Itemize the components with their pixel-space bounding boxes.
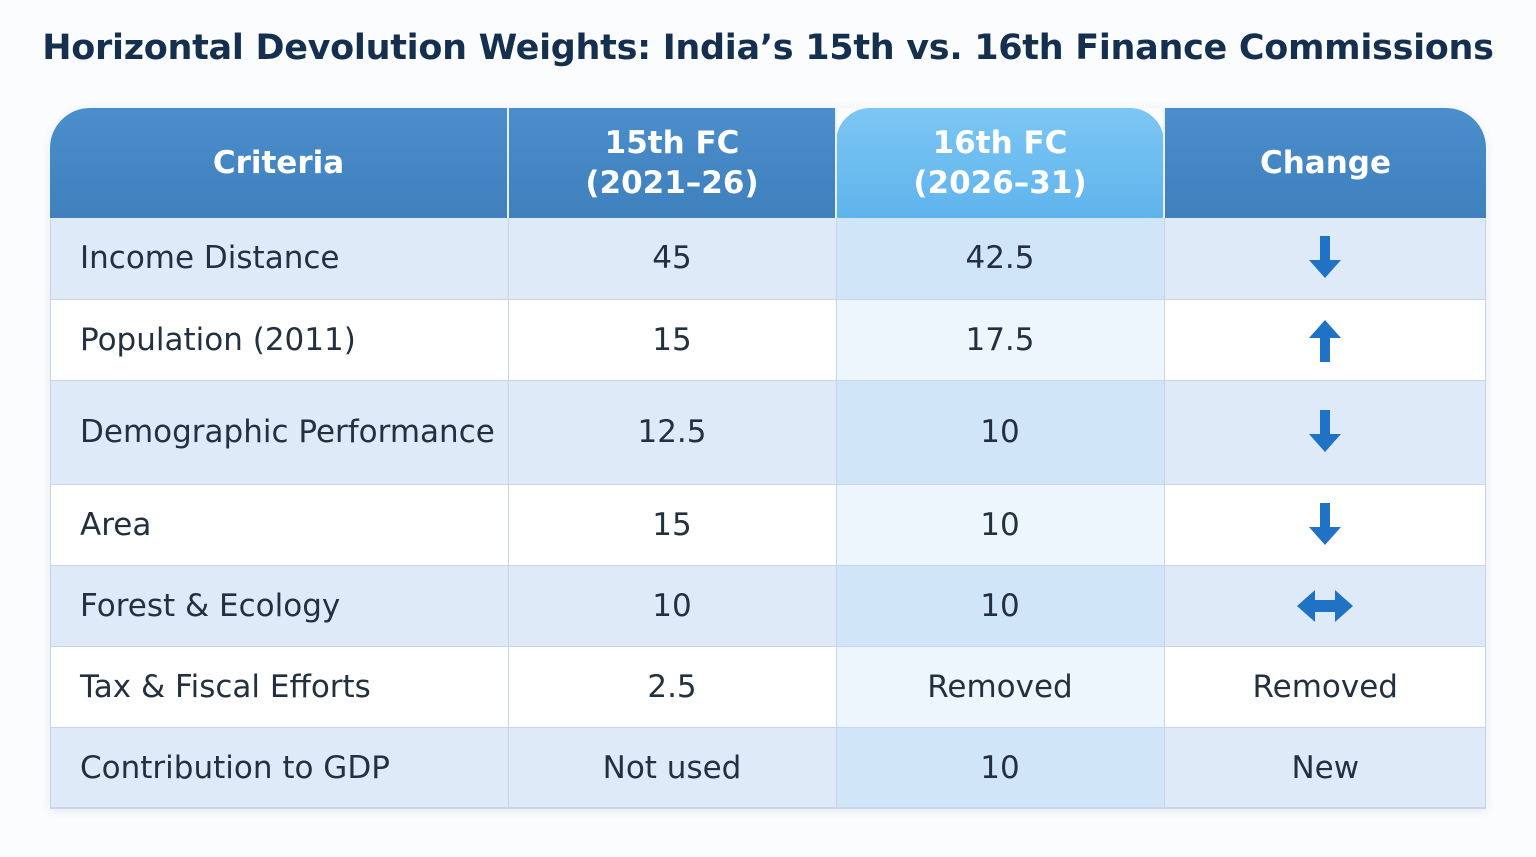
fc15-value-cell: Not used bbox=[508, 727, 837, 809]
header-16th-fc-period: (2026–31) bbox=[913, 165, 1087, 201]
arrow-up-icon bbox=[1309, 319, 1342, 362]
header-change: Change bbox=[1164, 108, 1486, 218]
fc15-value-cell: 2.5 bbox=[508, 646, 837, 728]
table-row-population: Population (2011) 15 17.5 bbox=[50, 299, 1486, 381]
arrow-down-icon bbox=[1309, 410, 1342, 452]
change-cell bbox=[1164, 484, 1486, 566]
header-criteria: Criteria bbox=[50, 108, 509, 218]
fc15-value-cell: 12.5 bbox=[508, 380, 837, 485]
criteria-cell: Tax & Fiscal Efforts bbox=[50, 646, 509, 728]
change-cell bbox=[1164, 299, 1486, 381]
header-16th-fc: 16th FC (2026–31) bbox=[836, 108, 1165, 218]
criteria-cell: Population (2011) bbox=[50, 299, 509, 381]
change-cell: Removed bbox=[1164, 646, 1486, 728]
header-15th-fc: 15th FC (2021–26) bbox=[508, 108, 837, 218]
table-row-forest-ecology: Forest & Ecology 10 10 bbox=[50, 565, 1486, 647]
arrow-left-right-icon bbox=[1297, 589, 1354, 622]
criteria-cell: Income Distance bbox=[50, 218, 509, 300]
table-row-area: Area 15 10 bbox=[50, 484, 1486, 566]
fc16-value-cell: 10 bbox=[836, 380, 1165, 485]
change-cell: New bbox=[1164, 727, 1486, 809]
criteria-cell: Demographic Performance bbox=[50, 380, 509, 485]
change-cell bbox=[1164, 380, 1486, 485]
fc16-value-cell: 10 bbox=[836, 565, 1165, 647]
table-row-tax-fiscal-efforts: Tax & Fiscal Efforts 2.5 Removed Removed bbox=[50, 646, 1486, 728]
fc15-value-cell: 10 bbox=[508, 565, 837, 647]
fc15-value-cell: 15 bbox=[508, 299, 837, 381]
arrow-down-icon bbox=[1309, 502, 1342, 545]
change-cell bbox=[1164, 218, 1486, 300]
header-change-label: Change bbox=[1259, 145, 1392, 181]
page-title: Horizontal Devolution Weights: India’s 1… bbox=[42, 28, 1494, 68]
devolution-weights-table: Criteria 15th FC (2021–26) 16th FC (2026… bbox=[50, 108, 1486, 809]
criteria-cell: Forest & Ecology bbox=[50, 565, 509, 647]
table-row-demographic-performance: Demographic Performance 12.5 10 bbox=[50, 380, 1486, 485]
arrow-down-icon bbox=[1309, 236, 1342, 279]
change-cell bbox=[1164, 565, 1486, 647]
header-15th-fc-label: 15th FC bbox=[604, 125, 740, 161]
header-criteria-label: Criteria bbox=[212, 145, 345, 181]
header-16th-fc-label: 16th FC bbox=[932, 125, 1068, 161]
fc15-value-cell: 45 bbox=[508, 218, 837, 300]
devolution-table-container: Criteria 15th FC (2021–26) 16th FC (2026… bbox=[50, 108, 1486, 809]
criteria-cell: Area bbox=[50, 484, 509, 566]
fc16-value-cell: 42.5 bbox=[836, 218, 1165, 300]
criteria-cell: Contribution to GDP bbox=[50, 727, 509, 809]
fc16-value-cell: Removed bbox=[836, 646, 1165, 728]
fc16-value-cell: 17.5 bbox=[836, 299, 1165, 381]
fc16-value-cell: 10 bbox=[836, 727, 1165, 809]
fc15-value-cell: 15 bbox=[508, 484, 837, 566]
table-header-row: Criteria 15th FC (2021–26) 16th FC (2026… bbox=[50, 108, 1486, 218]
table-row-contribution-gdp: Contribution to GDP Not used 10 New bbox=[50, 727, 1486, 809]
table-row-income-distance: Income Distance 45 42.5 bbox=[50, 218, 1486, 300]
fc16-value-cell: 10 bbox=[836, 484, 1165, 566]
header-15th-fc-period: (2021–26) bbox=[585, 165, 759, 201]
